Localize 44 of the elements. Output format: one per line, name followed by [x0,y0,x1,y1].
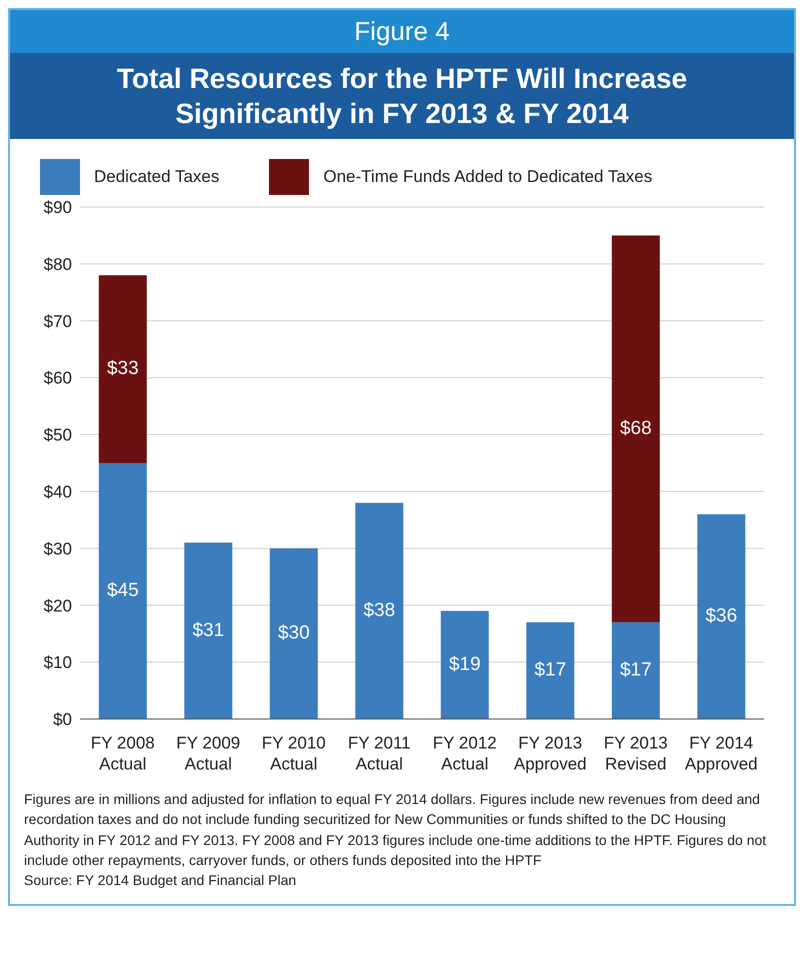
x-tick-label: FY 2013 Approved [514,733,587,774]
data-label: $33 [106,358,139,380]
bar [355,502,404,719]
bar [697,514,746,719]
data-label: $19 [448,654,481,675]
text: Figures are in millions and adjusted for inflation to equal FY 2014 dollars. Figures include new revenues from deed and recordation taxes and do not include funding securitized for New Communities or funds shifted to the DC Housing Authority in FY 2012 and FY 2013. FY 2008 and FY 2013 figures include one-time additions to the HPTF. Figures do not include other repayments, carryover funds, or others funds deposited into the HPTF [24,790,768,870]
x-tick-label: FY 2011 Actual [348,733,411,774]
x-tick-label: FY 2014 Approved [684,733,758,774]
y-tick-label: $80 [44,254,72,274]
bar [612,235,660,622]
data-label: $17 [534,660,566,681]
data-label: $38 [363,600,396,621]
data-label: $36 [705,606,738,627]
legend-label: Dedicated Taxes [94,167,220,187]
y-tick-label: $20 [44,596,72,616]
x-tick-label: FY 2008 Actual [90,733,155,774]
x-tick-label: FY 2009 Actual [176,733,240,774]
y-tick-label: $50 [44,426,72,445]
bar [98,463,147,719]
data-label: $45 [106,580,139,602]
y-tick-label: $10 [44,653,72,672]
y-tick-label: $30 [44,539,72,558]
source-note: Source: FY 2014 Budget and Financial Plan [24,871,298,890]
bar [270,548,318,719]
legend-label: One-Time Funds Added to Dedicated Taxes [323,167,652,187]
bar [98,275,147,463]
x-tick-label: FY 2012 Actual [432,733,497,774]
y-tick-label: $70 [44,312,72,331]
y-tick-label: $40 [44,482,72,502]
data-label: $30 [278,622,310,644]
chart-subtitle: Total Resources for the HPTF Will Increase Significantly in FY 2013 & FY 2014 [10,53,794,139]
x-tick-label: FY 2010 Actual [262,733,326,774]
bar [184,542,232,719]
y-tick-label: $0 [53,710,72,730]
y-tick-label: $90 [44,198,72,218]
data-label: $31 [192,620,224,641]
bar [440,610,489,719]
chart-title: Figure 4 [10,10,794,53]
x-tick-label: FY 2013 Revised [604,733,668,774]
data-label: $68 [620,418,652,439]
data-label: $17 [620,660,652,681]
bar [612,622,660,719]
y-tick-label: $60 [44,368,72,388]
bar [526,622,574,719]
